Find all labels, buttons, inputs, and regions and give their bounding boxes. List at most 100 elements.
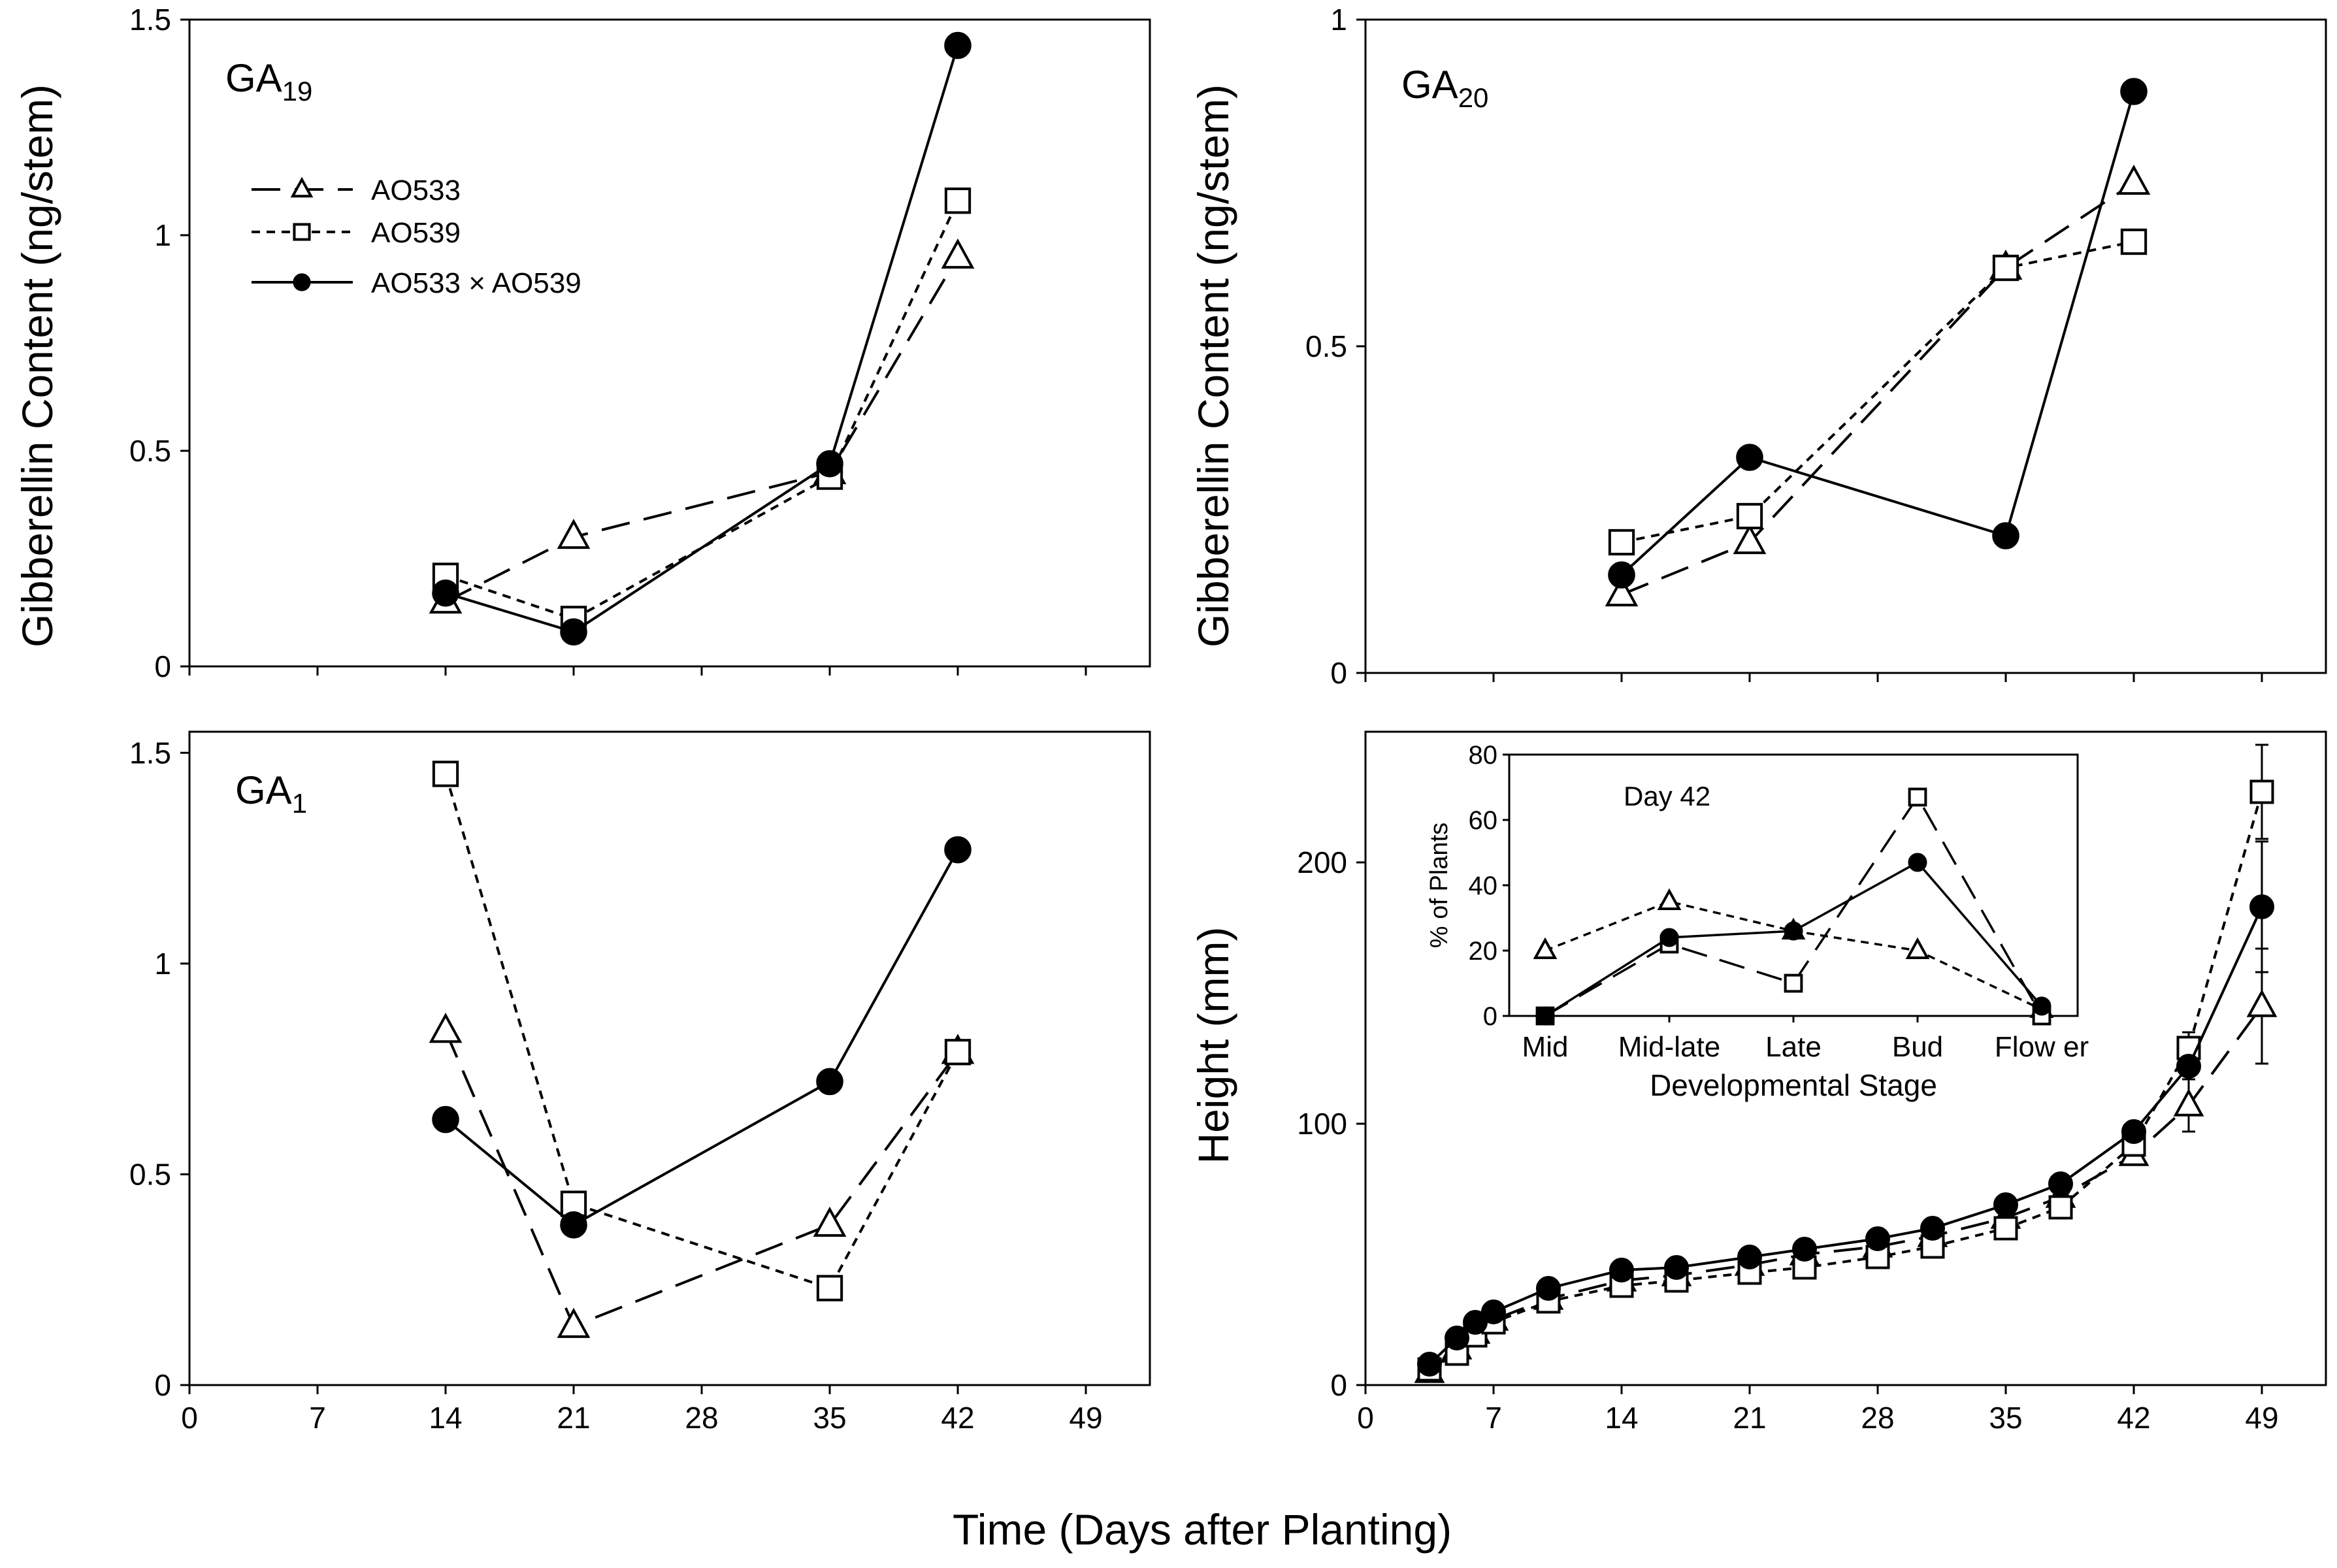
series-line xyxy=(445,200,959,621)
legend: AO533 AO539 AO533 × AO539 xyxy=(252,174,581,299)
series-line xyxy=(445,255,959,603)
inset-y-tick-label: 80 xyxy=(1469,741,1498,770)
data-point xyxy=(1608,529,1635,556)
data-point xyxy=(1609,1258,1634,1282)
legend-entry: AO533 xyxy=(252,174,461,206)
inset-data-point xyxy=(1657,888,1682,911)
data-point xyxy=(2246,989,2278,1017)
data-point xyxy=(432,1105,459,1134)
inset-y-tick-label: 0 xyxy=(1483,1002,1497,1031)
inset-data-point xyxy=(1905,937,1930,960)
data-point xyxy=(1737,1245,1762,1269)
y-tick-label: 0 xyxy=(1330,656,1347,690)
data-point xyxy=(557,1307,591,1338)
data-point xyxy=(1417,1352,1442,1377)
data-point xyxy=(1920,1216,1945,1241)
x-tick-label: 35 xyxy=(1989,1401,2022,1435)
legend-label: AO539 xyxy=(371,217,461,249)
legend-marker xyxy=(293,273,311,291)
inset-y-axis-title: % of Plants xyxy=(1426,823,1453,948)
panel-title-subscript: 19 xyxy=(282,76,313,106)
x-tick-label: 0 xyxy=(181,1401,198,1435)
x-tick-label: 7 xyxy=(1485,1401,1502,1435)
inset-data-point xyxy=(1908,853,1927,872)
data-point xyxy=(429,1013,463,1043)
x-tick-label: 14 xyxy=(1605,1401,1638,1435)
series-ao539 xyxy=(432,188,972,632)
data-point xyxy=(557,518,591,549)
x-tick-label: 42 xyxy=(2117,1401,2150,1435)
data-point xyxy=(1993,1216,2018,1241)
plot-frame xyxy=(1364,18,2327,674)
plot-frame xyxy=(188,730,1151,1386)
data-point xyxy=(2120,228,2148,255)
data-point xyxy=(1445,1326,1469,1350)
data-point xyxy=(2249,894,2274,919)
x-tick-label: 49 xyxy=(2245,1401,2278,1435)
y-axis-title-right: Gibberellin Content (ng/stem) xyxy=(1189,84,1237,647)
y-tick-label: 200 xyxy=(1297,845,1347,879)
y-tick-label: 0 xyxy=(154,1368,171,1402)
x-axis-title: Time (Days after Planting) xyxy=(953,1505,1452,1554)
series-line xyxy=(1621,182,2135,596)
y-tick-label: 1.5 xyxy=(129,736,171,770)
inset-data-point xyxy=(1784,921,1803,941)
x-tick-label: 21 xyxy=(1733,1401,1766,1435)
series-line xyxy=(1621,240,2134,544)
series-ao533 xyxy=(429,238,975,614)
inset-data-point xyxy=(1908,787,1927,807)
y-tick-label: 0.5 xyxy=(129,1157,171,1191)
legend-entry: AO539 xyxy=(252,217,461,249)
data-point xyxy=(1736,502,1763,530)
data-point xyxy=(1865,1226,1890,1251)
x-tick-label: 49 xyxy=(1069,1401,1102,1435)
plot-frame xyxy=(188,18,1151,668)
series-ao539 xyxy=(1608,228,2148,556)
data-point xyxy=(816,1275,843,1301)
series-line xyxy=(1620,91,2135,576)
data-point xyxy=(2117,164,2151,195)
data-point xyxy=(944,836,972,864)
y-tick-label: 1 xyxy=(1330,3,1347,37)
panel-title-main: GA xyxy=(235,768,292,812)
panel-title: GA1 xyxy=(235,768,307,819)
inset-frame xyxy=(1508,753,2079,1017)
inset-title: Day 42 xyxy=(1624,781,1710,811)
inset-x-tick-label: Late xyxy=(1765,1031,1822,1063)
data-point xyxy=(2121,1119,2146,1144)
series-line xyxy=(444,849,959,1227)
inset-data-point xyxy=(2032,996,2051,1016)
series-ao533-ao539 xyxy=(432,836,972,1239)
data-point xyxy=(813,1206,847,1237)
data-point xyxy=(944,188,972,214)
inset-y-tick-label: 20 xyxy=(1469,937,1498,966)
panel-title: GA20 xyxy=(1401,63,1488,113)
series-line xyxy=(1429,791,2263,1371)
data-point xyxy=(1993,1192,2018,1217)
data-point xyxy=(816,1068,843,1096)
inset-series-line xyxy=(1544,794,2043,1017)
panel-title-main: GA xyxy=(1401,63,1458,106)
data-point xyxy=(560,618,587,646)
inset-x-tick-label: Mid-late xyxy=(1618,1031,1721,1063)
inset-x-tick-label: Bud xyxy=(1892,1031,1943,1063)
y-tick-label: 0 xyxy=(154,649,171,683)
series-ao533-ao539 xyxy=(1608,78,2148,589)
series-ao539 xyxy=(432,760,972,1301)
y-tick-label: 100 xyxy=(1297,1107,1347,1141)
data-point xyxy=(432,580,459,607)
data-point xyxy=(1536,1276,1561,1301)
data-point xyxy=(1733,523,1767,555)
panel-title-subscript: 20 xyxy=(1458,82,1489,113)
x-tick-label: 28 xyxy=(685,1401,718,1435)
legend-entry: AO533 × AO539 xyxy=(252,267,581,299)
data-point xyxy=(2173,1088,2204,1117)
data-point xyxy=(432,760,459,787)
y-tick-label: 0.5 xyxy=(1305,329,1347,363)
panel-ga20: 0 0.5 1 GA20 xyxy=(1305,3,2327,690)
data-point xyxy=(2048,1171,2073,1196)
data-point xyxy=(1481,1299,1506,1324)
